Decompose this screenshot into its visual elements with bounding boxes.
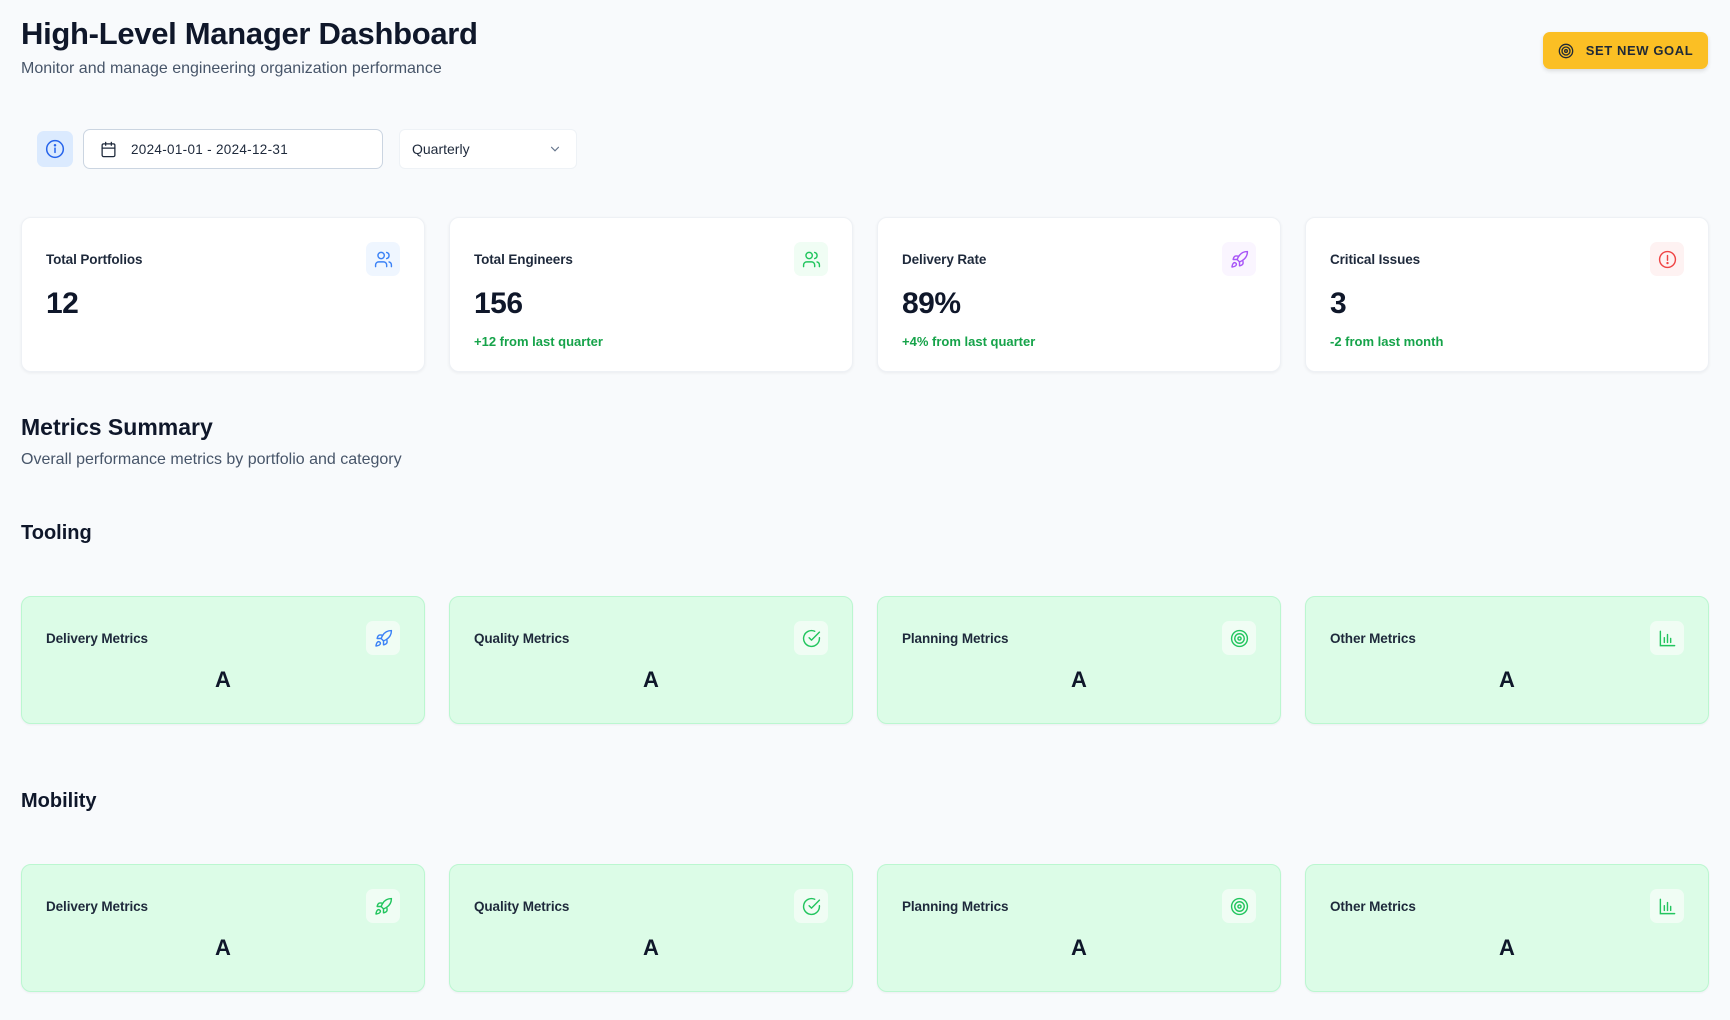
metric-label: Quality Metrics (474, 631, 570, 646)
users-icon (366, 242, 400, 276)
stat-change: -2 from last month (1330, 334, 1444, 349)
stats-row: Total Portfolios 12 Total Engineers 156 … (21, 217, 1709, 372)
rocket-icon (1222, 242, 1256, 276)
metric-label: Delivery Metrics (46, 899, 148, 914)
stat-value: 89% (902, 287, 961, 320)
target-icon (1558, 43, 1574, 58)
calendar-icon (101, 141, 116, 157)
stat-card-total-engineers: Total Engineers 156 +12 from last quarte… (449, 217, 853, 372)
metric-card-other[interactable]: Other Metrics A (1305, 596, 1709, 724)
metric-grade: A (1499, 667, 1515, 692)
stat-card-total-portfolios: Total Portfolios 12 (21, 217, 425, 372)
page-title: High-Level Manager Dashboard (21, 16, 478, 51)
stat-change: +4% from last quarter (902, 334, 1036, 349)
metric-grade: A (1499, 935, 1515, 960)
metric-card-delivery[interactable]: Delivery Metrics A (21, 864, 425, 992)
stat-value: 156 (474, 287, 523, 320)
set-new-goal-button[interactable]: SET NEW GOAL (1543, 32, 1708, 69)
stat-label: Critical Issues (1330, 252, 1421, 267)
page-header: High-Level Manager Dashboard Monitor and… (21, 16, 1708, 86)
metric-card-planning[interactable]: Planning Metrics A (877, 596, 1281, 724)
info-icon (45, 139, 65, 159)
bar-chart-icon (1650, 889, 1684, 923)
metric-row-tooling: Delivery Metrics A Quality Metrics A Pla… (21, 596, 1709, 724)
metric-row-mobility: Delivery Metrics A Quality Metrics A Pla… (21, 864, 1709, 992)
stat-card-delivery-rate: Delivery Rate 89% +4% from last quarter (877, 217, 1281, 372)
date-range-value: 2024-01-01 - 2024-12-31 (131, 141, 289, 157)
metric-card-quality[interactable]: Quality Metrics A (449, 596, 853, 724)
date-range-picker[interactable]: 2024-01-01 - 2024-12-31 (83, 129, 383, 169)
check-circle-icon (794, 621, 828, 655)
info-button[interactable] (37, 131, 73, 167)
metric-grade: A (643, 667, 659, 692)
group-title-mobility: Mobility (21, 790, 97, 812)
check-circle-icon (794, 889, 828, 923)
target-icon (1222, 621, 1256, 655)
metric-card-other[interactable]: Other Metrics A (1305, 864, 1709, 992)
stat-value: 12 (46, 287, 79, 320)
chevron-down-icon (550, 146, 560, 152)
metric-card-delivery[interactable]: Delivery Metrics A (21, 596, 425, 724)
alert-circle-icon (1650, 242, 1684, 276)
group-title-tooling: Tooling (21, 522, 92, 544)
metric-label: Quality Metrics (474, 899, 570, 914)
stat-label: Total Engineers (474, 252, 573, 267)
metric-label: Planning Metrics (902, 899, 1009, 914)
stat-value: 3 (1330, 287, 1347, 320)
period-select[interactable]: Quarterly (399, 129, 577, 169)
stat-change: +12 from last quarter (474, 334, 603, 349)
metric-grade: A (643, 935, 659, 960)
metrics-summary-title: Metrics Summary (21, 414, 213, 440)
metric-grade: A (215, 667, 231, 692)
metric-card-planning[interactable]: Planning Metrics A (877, 864, 1281, 992)
metric-grade: A (1071, 667, 1087, 692)
metric-label: Delivery Metrics (46, 631, 148, 646)
filter-bar: 2024-01-01 - 2024-12-31 Quarterly (37, 128, 577, 170)
metric-label: Planning Metrics (902, 631, 1009, 646)
page-subtitle: Monitor and manage engineering organizat… (21, 60, 442, 77)
metric-label: Other Metrics (1330, 631, 1416, 646)
metric-label: Other Metrics (1330, 899, 1416, 914)
target-icon (1222, 889, 1256, 923)
set-new-goal-label: SET NEW GOAL (1585, 43, 1694, 58)
metric-grade: A (1071, 935, 1087, 960)
metric-card-quality[interactable]: Quality Metrics A (449, 864, 853, 992)
stat-label: Delivery Rate (902, 252, 987, 267)
stat-label: Total Portfolios (46, 252, 143, 267)
bar-chart-icon (1650, 621, 1684, 655)
rocket-icon (366, 889, 400, 923)
stat-card-critical-issues: Critical Issues 3 -2 from last month (1305, 217, 1709, 372)
metrics-summary-subtitle: Overall performance metrics by portfolio… (21, 451, 402, 468)
metric-grade: A (215, 935, 231, 960)
period-select-value: Quarterly (412, 141, 470, 157)
rocket-icon (366, 621, 400, 655)
users-icon (794, 242, 828, 276)
